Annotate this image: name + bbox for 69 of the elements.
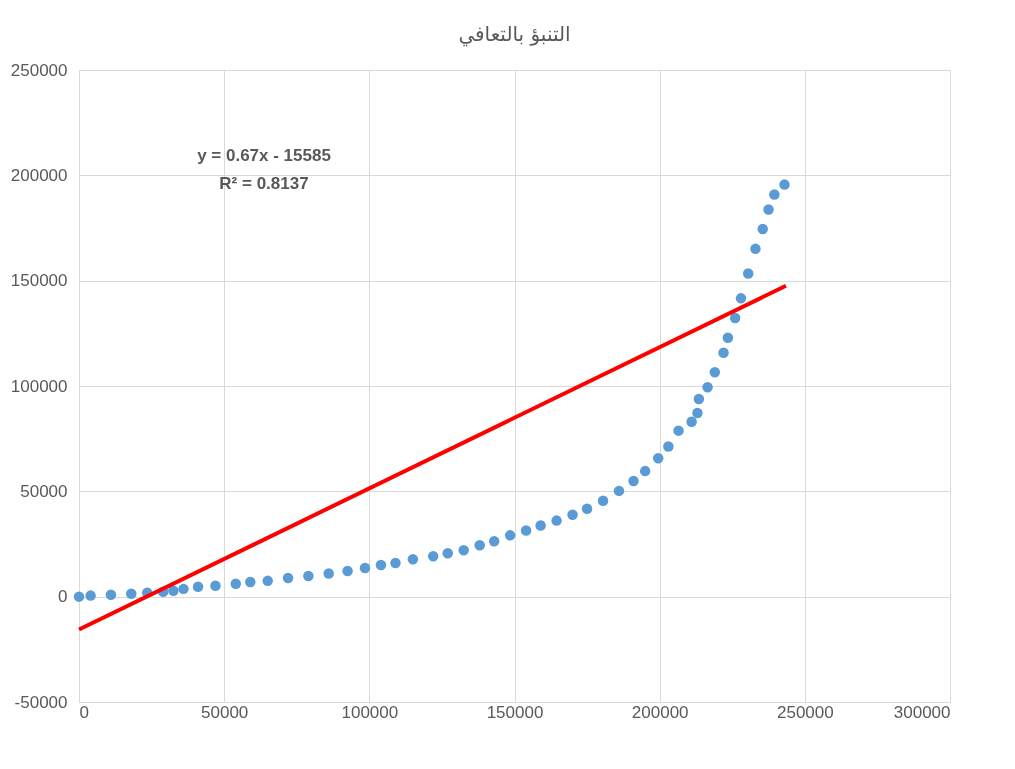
point — [375, 559, 387, 571]
point — [504, 530, 516, 541]
point — [722, 332, 734, 343]
point — [551, 515, 562, 526]
point — [709, 367, 721, 378]
x-tick-label: 300000 — [893, 702, 951, 722]
annotation: y = 0.67x - 15585 — [197, 146, 331, 165]
point — [718, 347, 729, 358]
point — [763, 204, 774, 215]
point — [535, 520, 546, 531]
point — [192, 581, 204, 592]
x-tick-label: 100000 — [341, 702, 399, 722]
point — [581, 503, 593, 515]
point — [639, 465, 651, 477]
point — [390, 557, 401, 569]
point — [779, 179, 790, 190]
y-tick-label: 50000 — [20, 481, 68, 501]
point — [613, 485, 625, 497]
point — [323, 568, 334, 579]
point — [520, 525, 532, 536]
point — [474, 540, 485, 551]
point — [735, 293, 747, 304]
y-tick-label: 100000 — [10, 376, 68, 396]
point — [673, 425, 684, 436]
point — [85, 590, 96, 601]
point — [597, 495, 609, 507]
x-tick-label: 200000 — [631, 702, 689, 722]
x-tick-label: 50000 — [201, 702, 249, 722]
point — [303, 570, 314, 582]
point — [686, 416, 697, 428]
point — [262, 575, 273, 587]
point — [342, 565, 353, 577]
annotation: R² = 0.8137 — [219, 174, 309, 193]
point — [488, 536, 500, 547]
point — [442, 548, 453, 559]
y-tick-label: 0 — [58, 587, 68, 607]
point — [427, 550, 439, 562]
point — [693, 393, 705, 405]
point — [663, 441, 674, 452]
point — [692, 407, 703, 419]
point — [245, 576, 256, 588]
y-tick-label: -50000 — [14, 692, 68, 712]
point — [750, 243, 761, 255]
point — [210, 580, 221, 591]
point — [757, 223, 768, 235]
point — [407, 553, 419, 565]
point — [702, 382, 713, 393]
point — [126, 588, 137, 599]
x-tick-label: 250000 — [776, 702, 834, 722]
y-tick-label: 150000 — [10, 271, 68, 291]
point — [73, 591, 85, 602]
point — [168, 585, 179, 596]
point — [628, 475, 639, 487]
y-tick-label: 250000 — [10, 60, 68, 80]
chart-title: التنبؤ بالتعافي — [458, 22, 571, 47]
point — [282, 572, 294, 584]
point — [230, 578, 242, 590]
x-tick-label: 0 — [79, 702, 89, 722]
point — [178, 583, 189, 595]
point — [742, 268, 754, 279]
point — [769, 189, 780, 200]
point — [458, 545, 469, 556]
point — [567, 509, 578, 520]
x-tick-label: 150000 — [486, 702, 544, 722]
point — [105, 589, 117, 600]
point — [652, 453, 664, 464]
point — [729, 312, 741, 324]
y-tick-label: 200000 — [10, 165, 68, 185]
point — [359, 562, 371, 574]
